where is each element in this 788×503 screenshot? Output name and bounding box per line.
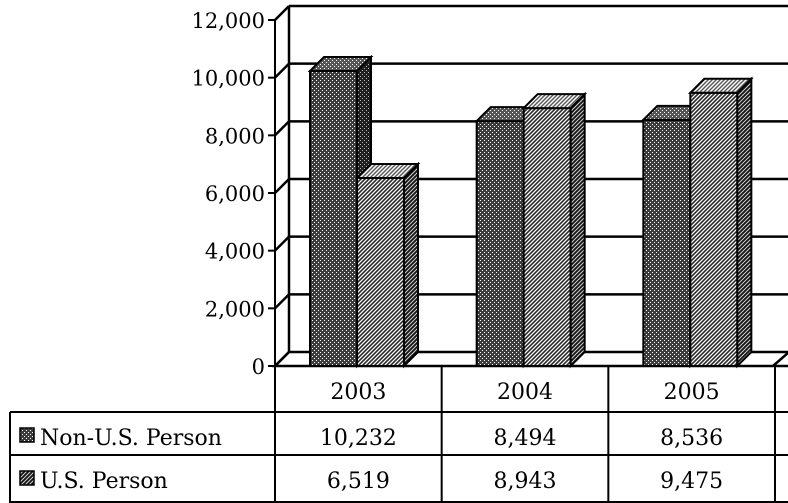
y-tick-label: 6,000	[205, 182, 265, 206]
bar-top	[521, 93, 588, 110]
data-label: 10,232	[320, 426, 397, 451]
bar-front	[356, 177, 405, 367]
data-label: 6,519	[327, 469, 390, 494]
gridline-side	[274, 235, 290, 252]
bar-top	[354, 163, 421, 180]
table-row-label: Non-U.S. Person	[40, 426, 222, 451]
x-tick-label: 2003	[330, 380, 386, 405]
bar-front	[522, 107, 572, 368]
bar-front	[642, 118, 692, 368]
bar-side	[736, 76, 753, 369]
y-tick-label: 8,000	[205, 124, 265, 148]
x-tick-label: 2004	[497, 380, 553, 405]
data-label: 9,475	[660, 469, 723, 494]
table-row-label: U.S. Person	[40, 469, 168, 494]
y-tick-label: 2,000	[205, 297, 265, 321]
gridline-side	[274, 178, 290, 194]
gridline-side	[274, 293, 290, 310]
bar-front	[475, 120, 525, 368]
data-label: 8,536	[660, 426, 723, 451]
bar	[521, 91, 588, 369]
y-axis: 0 2,000 4,000 6,000 8,000 10,000 12,000	[192, 9, 276, 379]
bar-front	[309, 69, 358, 368]
y-tick-label: 0	[252, 355, 265, 379]
y-tick-label: 10,000	[192, 67, 265, 91]
legend-swatch	[19, 427, 35, 443]
bar-top	[687, 77, 754, 94]
floor-edge	[274, 351, 290, 367]
gridline-side	[274, 120, 290, 137]
gridline-side	[274, 5, 290, 21]
y-tick-label: 4,000	[205, 240, 265, 264]
legend-swatch	[19, 470, 35, 486]
bar-front	[689, 91, 739, 367]
data-label: 8,943	[494, 469, 557, 494]
bars	[307, 54, 754, 369]
bar	[687, 76, 754, 369]
data-table: 2003 2004 2005 Non-U.S. Person 10,232 8,494 8,…	[9, 366, 788, 503]
bar-side	[403, 161, 419, 369]
bar	[354, 161, 421, 369]
gridline-side	[274, 62, 290, 79]
floor-edge-right	[772, 351, 788, 367]
bar-side	[569, 91, 586, 369]
x-tick-label: 2005	[664, 380, 720, 405]
y-tick-label: 12,000	[192, 9, 265, 33]
data-label: 8,494	[494, 426, 557, 451]
bar-top	[307, 55, 374, 72]
